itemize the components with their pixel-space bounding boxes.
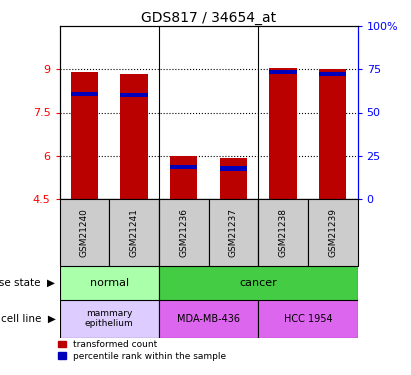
Text: GSM21241: GSM21241 [129, 208, 139, 257]
Bar [120, 74, 148, 199]
Text: GSM21240: GSM21240 [80, 208, 89, 257]
Text: MDA-MB-436: MDA-MB-436 [177, 314, 240, 324]
Legend: transformed count, percentile rank within the sample: transformed count, percentile rank withi… [58, 340, 226, 361]
Text: GSM21238: GSM21238 [279, 208, 288, 257]
Bar [170, 165, 197, 169]
Bar [71, 92, 98, 96]
Bar [159, 266, 358, 300]
Text: cancer: cancer [239, 278, 277, 288]
Bar [109, 199, 159, 266]
Text: mammary
epithelium: mammary epithelium [85, 309, 134, 328]
Text: HCC 1954: HCC 1954 [284, 314, 332, 324]
Bar [270, 70, 297, 74]
Bar [60, 266, 159, 300]
Bar [71, 72, 98, 199]
Text: disease state  ▶: disease state ▶ [0, 278, 55, 288]
Bar [170, 156, 197, 199]
Text: GSM21237: GSM21237 [229, 208, 238, 257]
Text: cell line  ▶: cell line ▶ [0, 314, 55, 324]
Title: GDS817 / 34654_at: GDS817 / 34654_at [141, 11, 276, 25]
Bar [208, 199, 258, 266]
Text: GSM21239: GSM21239 [328, 208, 337, 257]
Bar [319, 69, 346, 199]
Bar [60, 300, 159, 338]
Text: GSM21236: GSM21236 [179, 208, 188, 257]
Bar [159, 300, 258, 338]
Bar [258, 300, 358, 338]
Bar [60, 199, 109, 266]
Text: normal: normal [90, 278, 129, 288]
Bar [220, 166, 247, 171]
Bar [159, 199, 208, 266]
Bar [270, 68, 297, 199]
Bar [319, 72, 346, 76]
Bar [258, 199, 308, 266]
Bar [120, 93, 148, 98]
Bar [220, 158, 247, 199]
Bar [308, 199, 358, 266]
